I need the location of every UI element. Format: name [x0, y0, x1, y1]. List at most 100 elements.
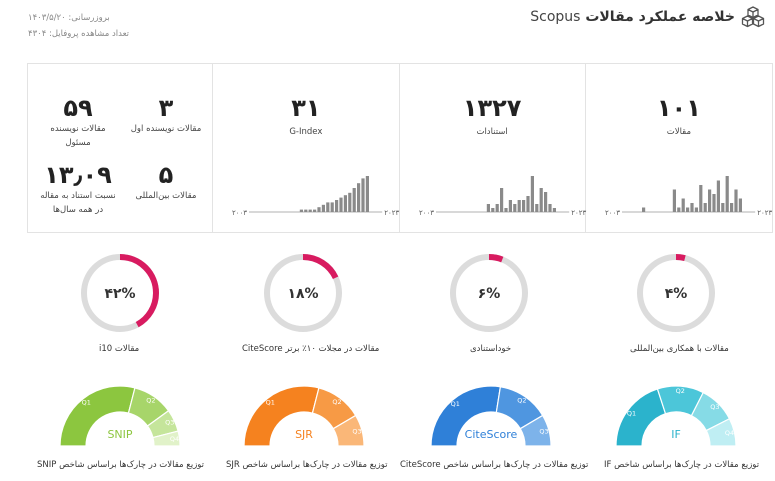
chart-x-start-label: ۲۰۰۳: [605, 209, 620, 217]
chart-bar: [344, 195, 348, 212]
gauge-quartile-label: Q3: [165, 419, 174, 427]
donut-label-citescore-top10: مقالات در مجلات ۱۰٪ برتر CiteScore: [242, 344, 380, 354]
citations-label: استنادات: [476, 127, 508, 137]
chart-bar: [503, 208, 508, 212]
donut-label-international-collab: مقالات با همکاری بین‌المللی: [630, 344, 729, 354]
gauge-quartile-label: Q2: [517, 397, 526, 405]
chart-bar: [534, 204, 538, 212]
page-title-text: خلاصه عملکرد مقالات: [585, 9, 735, 25]
chart-bar: [543, 192, 547, 212]
chart-bar: [716, 180, 720, 212]
chart-bar: [357, 183, 361, 212]
first-author-stat: ۳ مقالات نویسنده اول: [121, 94, 211, 136]
chart-bar: [539, 188, 543, 212]
citations-chart: ۲۰۰۳ ۲۰۲۳: [418, 176, 586, 217]
chart-bar: [326, 202, 330, 212]
chart-bar: [738, 198, 742, 212]
donut-chart-self-citation: ۶%: [450, 254, 528, 332]
gauge-quartile-label: Q3: [539, 427, 548, 435]
chart-bar: [322, 204, 326, 212]
first-author-label: مقالات نویسنده اول: [130, 124, 202, 134]
gauge-center-label: CiteScore: [465, 428, 518, 441]
chart-bar: [512, 204, 516, 212]
chart-bar: [304, 209, 308, 212]
gauge-label-snip: توزیع مقالات در چارک‌ها براساس شاخص SNIP: [37, 460, 205, 470]
gauge-if: Q1 Q2 Q3 Q4 IF: [615, 385, 737, 447]
citations-card: ۱۳۲۷ استنادات ۲۰۰۳ ۲۰۲۳: [400, 64, 586, 232]
gauge-quartile-label: Q2: [676, 387, 685, 395]
donut-self-citation: ۶%: [429, 250, 549, 344]
donut-chart-i10: ۴۲%: [81, 254, 159, 332]
cubes-icon: [741, 6, 765, 28]
ratio-stat: ۱۳٫۰۹ نسبت استناد به مقاله در همه سال‌ها: [33, 161, 123, 217]
chart-bar: [495, 204, 499, 212]
chart-x-start-label: ۲۰۰۳: [232, 209, 247, 217]
page-title-source: Scopus: [530, 9, 581, 25]
gauge-segment-q3: [332, 414, 365, 447]
chart-bar: [694, 207, 698, 212]
chart-bar: [703, 203, 707, 212]
page-title: خلاصه عملکرد مقالات Scopus: [530, 9, 735, 25]
chart-bar: [641, 207, 645, 212]
chart-bar: [366, 176, 370, 212]
stats-panel: ۳ مقالات نویسنده اول ۵۹ مقالات نویسنده م…: [27, 63, 773, 233]
chart-bar: [734, 189, 738, 212]
donut-percent: ۴۲%: [104, 286, 135, 302]
international-value: ۵: [158, 161, 174, 189]
chart-bar: [530, 176, 534, 212]
donut-citescore-top10: ۱۸%: [243, 250, 363, 344]
donut-fill: [450, 254, 528, 332]
gauge-segment-q3: [519, 414, 552, 447]
chart-bar: [313, 209, 317, 212]
chart-bar: [517, 200, 521, 212]
chart-bar: [681, 198, 685, 212]
gauge-segment-q1: [615, 388, 667, 447]
donut-label-self-citation: خوداستنادی: [470, 344, 512, 354]
first-author-value: ۳: [158, 94, 174, 122]
chart-x-end-label: ۲۰۲۳: [571, 209, 586, 217]
gauge-quartile-label: Q3: [710, 403, 719, 411]
ratio-label-1: نسبت استناد به مقاله: [40, 191, 116, 201]
gauge-segment-q4: [705, 417, 737, 447]
chart-bar: [712, 194, 716, 212]
international-label: مقالات بین‌المللی: [135, 191, 197, 201]
chart-x-start-label: ۲۰۰۳: [418, 209, 433, 217]
ratio-label-2: در همه سال‌ها: [52, 205, 104, 215]
donut-percent: ۴%: [665, 286, 688, 302]
chart-bar: [300, 209, 304, 212]
gauge-center-label: IF: [671, 428, 681, 441]
chart-x-end-label: ۲۰۲۳: [384, 209, 399, 217]
corresponding-label-2: مسئول: [65, 138, 91, 148]
chart-bar: [698, 185, 703, 212]
chart-bar: [521, 200, 525, 212]
gauge-segment-q4: [152, 430, 181, 447]
chart-bar: [330, 202, 335, 212]
donut-i10: ۴۲%: [60, 250, 180, 344]
chart-bar: [361, 178, 365, 212]
donut-fill: [81, 254, 159, 332]
header-meta: بروزرسانی: ۱۴۰۳/۵/۲۰ تعداد مشاهده پروفای…: [28, 10, 129, 42]
articles-label: مقالات: [666, 127, 692, 137]
chart-bar: [707, 189, 711, 212]
chart-bar: [552, 208, 556, 212]
donut-percent: ۶%: [478, 286, 501, 302]
gauge-label-citescore: توزیع مقالات در چارک‌ها براساس شاخص Cite…: [400, 460, 589, 470]
donut-international-collab: ۴%: [616, 250, 736, 344]
chart-bar: [725, 176, 729, 212]
chart-bar: [339, 197, 343, 212]
gauge-label-sjr: توزیع مقالات در چارک‌ها براساس شاخص SJR: [226, 460, 388, 470]
corresponding-label-1: مقالات نویسنده: [50, 124, 106, 134]
gauge-label-if: توزیع مقالات در چارک‌ها براساس شاخص IF: [604, 460, 760, 470]
corresponding-stat: ۵۹ مقالات نویسنده مسئول: [33, 94, 123, 150]
chart-x-end-label: ۲۰۲۳: [757, 209, 772, 217]
chart-bar: [547, 204, 552, 212]
chart-bar: [490, 208, 494, 212]
chart-bar: [348, 192, 352, 212]
g-index-chart: ۲۰۰۳ ۲۰۲۳: [232, 176, 400, 217]
articles-chart: ۲۰۰۳ ۲۰۲۳: [605, 176, 772, 217]
g-index-card: ۳۱ G-Index ۲۰۰۳ ۲۰۲۳: [213, 64, 400, 232]
chart-bar: [352, 188, 357, 212]
chart-bar: [690, 203, 694, 212]
corresponding-value: ۵۹: [63, 94, 93, 122]
gauge-quartile-label: Q2: [332, 398, 341, 406]
